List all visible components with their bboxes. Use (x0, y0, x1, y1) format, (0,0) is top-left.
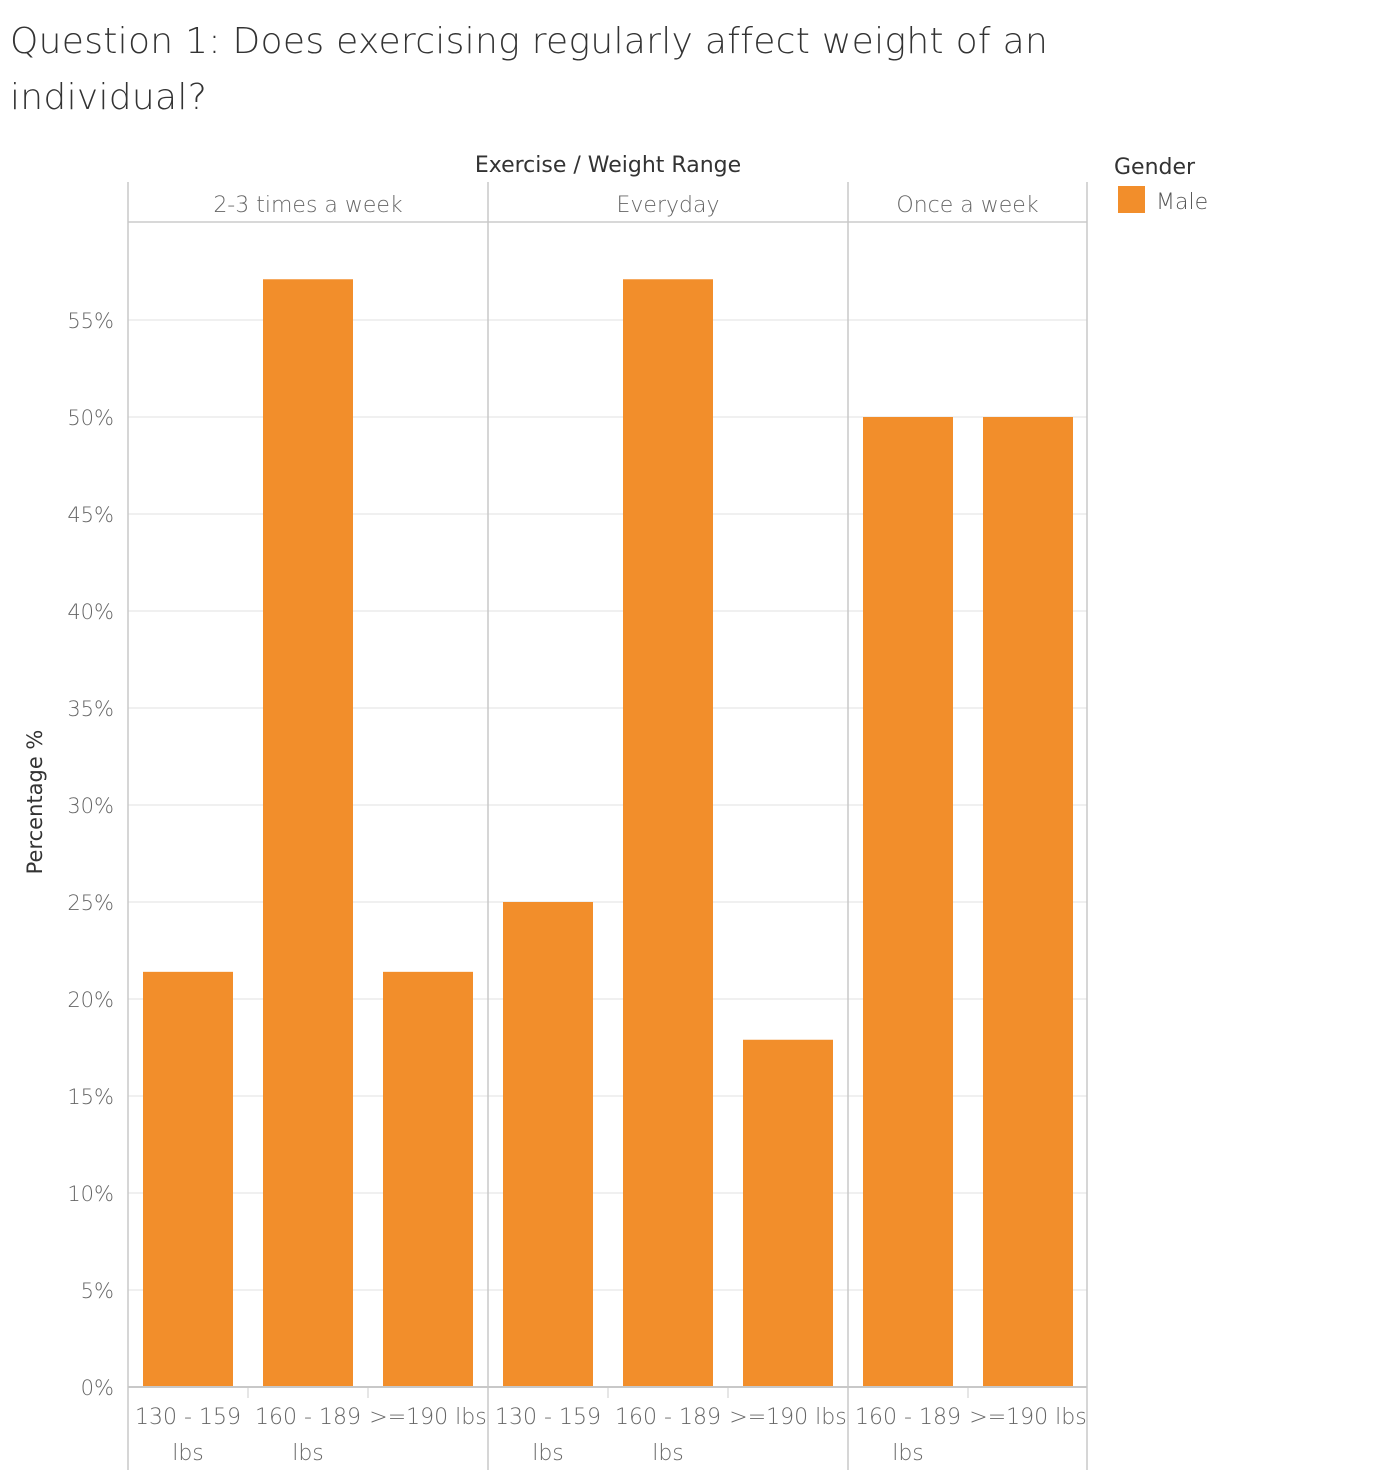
x-tick-label: lbs (172, 1441, 204, 1466)
legend-label: Male (1156, 190, 1208, 215)
pane-header-label: Once a week (896, 193, 1038, 218)
legend-swatch (1118, 186, 1145, 213)
y-tick-label: 35% (67, 697, 114, 721)
bar (743, 1039, 833, 1387)
x-tick-label: >=190 lbs (369, 1405, 486, 1430)
bar (263, 279, 353, 1387)
y-tick-label: 0% (81, 1376, 114, 1400)
y-tick-label: 15% (67, 1085, 114, 1109)
y-tick-label: 40% (67, 600, 114, 624)
x-tick-label: 160 - 189 (855, 1405, 961, 1430)
y-tick-label: 50% (67, 406, 114, 430)
bar (503, 902, 593, 1387)
y-tick-label: 5% (81, 1279, 114, 1303)
y-tick-label: 45% (67, 503, 114, 527)
x-tick-label: lbs (652, 1441, 684, 1466)
y-tick-label: 55% (67, 309, 114, 333)
x-tick-label: lbs (292, 1441, 324, 1466)
x-tick-label: 160 - 189 (615, 1405, 721, 1430)
bar (143, 971, 233, 1387)
pane-header-label: Everyday (617, 193, 720, 218)
x-tick-label: lbs (892, 1441, 924, 1466)
x-tick-label: >=190 lbs (729, 1405, 846, 1430)
x-tick-label: 160 - 189 (255, 1405, 361, 1430)
y-axis-label: Percentage % (23, 730, 47, 875)
bar (383, 971, 473, 1387)
bar (983, 417, 1073, 1387)
legend-title: Gender (1114, 155, 1196, 180)
chart-title: Question 1: Does exercising regularly af… (10, 21, 1049, 118)
x-tick-label: lbs (532, 1441, 564, 1466)
column-header: Exercise / Weight Range (475, 153, 741, 178)
y-tick-label: 20% (67, 988, 114, 1012)
pane-header-label: 2-3 times a week (213, 193, 403, 218)
y-tick-label: 30% (67, 794, 114, 818)
bar (863, 417, 953, 1387)
y-tick-label: 10% (67, 1182, 114, 1206)
y-tick-label: 25% (67, 891, 114, 915)
x-tick-label: 130 - 159 (135, 1405, 241, 1430)
bar (623, 279, 713, 1387)
x-tick-label: 130 - 159 (495, 1405, 601, 1430)
x-tick-label: >=190 lbs (969, 1405, 1086, 1430)
